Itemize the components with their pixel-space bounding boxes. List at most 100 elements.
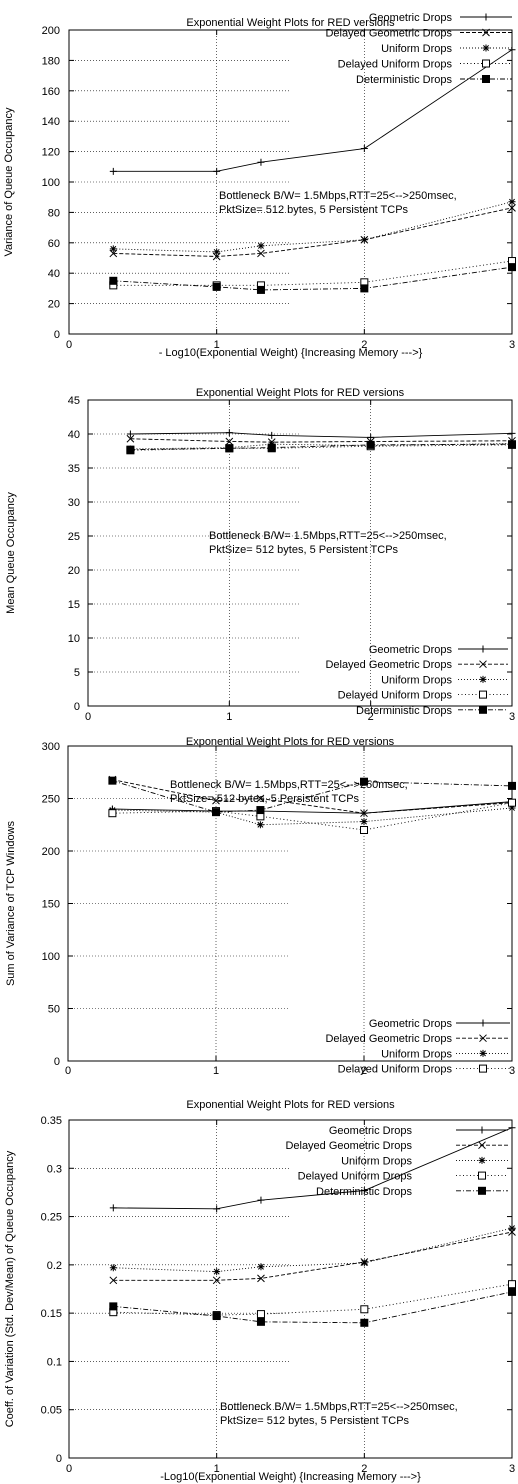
data-point — [109, 1264, 117, 1272]
annotation-line: PktSize= 512 bytes, 5 Persistent TCPs — [220, 1415, 410, 1427]
legend-label: Geometric Drops — [369, 644, 453, 656]
series-line — [113, 1291, 513, 1324]
y-tick-label: 120 — [42, 147, 60, 159]
legend-marker — [479, 690, 487, 699]
legend-marker — [479, 1019, 487, 1027]
series-group — [126, 440, 516, 455]
data-point — [360, 1305, 369, 1314]
y-tick-label: 0.3 — [47, 1163, 62, 1175]
series-group — [126, 440, 516, 454]
legend-marker — [478, 1126, 486, 1134]
annotation-line: PktSize= 512 bytes, 5 Persistent TCPs — [219, 204, 409, 216]
data-point — [212, 808, 220, 817]
y-tick-label: 0.25 — [41, 1212, 62, 1224]
series-line — [113, 1227, 513, 1273]
chart-title: Exponential Weight Plots for RED version… — [186, 17, 395, 29]
legend-marker — [479, 1064, 487, 1073]
y-tick-label: 0 — [54, 329, 60, 341]
data-point — [508, 1287, 516, 1296]
x-tick-label: 1 — [214, 339, 220, 351]
y-tick-label: 140 — [42, 116, 60, 128]
chart-coeff-variation: 0 1 2 3 0 0.05 0.1 0.15 0.2 0.25 0.3 0.35 Exponentia… — [0, 1082, 518, 1484]
series-group — [109, 198, 516, 256]
data-point — [257, 1263, 265, 1271]
chart-svg: 0 1 2 3 0 50 100 150 200 250 300 Exponential Weight… — [5, 736, 516, 1075]
legend-marker — [479, 705, 487, 714]
data-point — [360, 236, 368, 244]
legend-label: Deterministic Drops — [316, 1186, 412, 1198]
y-tick-label: 40 — [48, 268, 60, 280]
chart-svg: 0 1 2 3 0 20 40 60 80 100 120 140 160 180 200 Exponenti… — [3, 12, 516, 359]
data-point — [213, 1268, 221, 1276]
x-tick-label: 1 — [213, 1065, 219, 1075]
y-tick-label: 0 — [54, 1056, 60, 1068]
data-point — [109, 245, 117, 253]
data-point — [256, 806, 265, 815]
series-line — [113, 260, 513, 286]
y-tick-label: 100 — [42, 177, 60, 189]
chart-title: Exponential Weight Plots for RED version… — [186, 736, 395, 748]
x-tick-label: 2 — [361, 1463, 367, 1475]
legend-label: Delayed Geometric Drops — [285, 1140, 412, 1152]
data-point — [508, 1280, 516, 1289]
legend-label: Delayed Geometric Drops — [325, 659, 452, 671]
y-tick-label: 80 — [48, 207, 60, 219]
x-tick-label: 0 — [66, 1463, 72, 1475]
data-point — [360, 826, 368, 834]
chart-title: Exponential Weight Plots for RED version… — [196, 387, 405, 399]
data-point — [267, 443, 276, 452]
x-axis-label: -Log10(Exponential Weight) {Increasing M… — [160, 1471, 421, 1483]
chart-sum-variance-tcp: 0 1 2 3 0 50 100 150 200 250 300 Exponential Weight… — [0, 730, 518, 1075]
y-tick-label: 0.05 — [41, 1405, 62, 1417]
x-tick-label: 1 — [226, 711, 232, 720]
y-axis-label: Coeff. of Variation (Std. Dev/Mean) of Q… — [4, 1150, 16, 1427]
series-line — [113, 266, 513, 291]
data-point — [508, 798, 516, 807]
data-point — [225, 437, 234, 446]
legend-label: Delayed Geometric Drops — [325, 28, 452, 40]
data-point — [508, 203, 516, 212]
series-line — [112, 807, 513, 826]
annotation-line: Bottleneck B/W= 1.5Mbps,RTT=25<-->250mse… — [170, 779, 408, 791]
data-point — [212, 282, 221, 291]
data-point — [213, 1205, 221, 1213]
y-tick-label: 15 — [68, 599, 80, 611]
y-tick-label: 200 — [42, 846, 60, 858]
data-point — [508, 46, 516, 54]
data-point — [256, 794, 265, 803]
y-tick-label: 50 — [48, 1004, 60, 1016]
legend-label: Delayed Uniform Drops — [338, 1064, 453, 1075]
chart-mean-queue: 0 1 2 3 0 5 10 15 20 25 30 35 40 45 Exponential Weight… — [0, 370, 518, 720]
legend-label: Geometric Drops — [369, 1018, 453, 1030]
data-point — [256, 285, 265, 294]
data-point — [360, 284, 369, 293]
series-group — [126, 429, 516, 441]
x-tick-label: 3 — [509, 711, 515, 720]
y-tick-label: 0.1 — [47, 1356, 62, 1368]
x-tick-label: 2 — [361, 339, 367, 351]
x-tick-label: 3 — [509, 1065, 515, 1075]
series-line — [113, 1283, 513, 1316]
data-point — [109, 276, 118, 285]
data-point — [360, 145, 368, 153]
data-point — [268, 431, 276, 439]
legend-label: Delayed Uniform Drops — [338, 690, 453, 702]
x-tick-label: 2 — [368, 711, 374, 720]
plot-frame — [87, 399, 513, 707]
legend-marker — [482, 75, 490, 83]
legend-label: Geometric Drops — [369, 12, 453, 24]
x-tick-label: 0 — [85, 711, 91, 720]
data-point — [108, 776, 117, 785]
data-point — [257, 242, 265, 250]
data-point — [109, 1302, 118, 1311]
data-point — [256, 1317, 265, 1326]
data-point — [360, 777, 368, 786]
series-group — [108, 804, 516, 829]
series-line — [130, 438, 513, 443]
data-point — [367, 433, 375, 441]
legend-label: Delayed Geometric Drops — [325, 1033, 452, 1045]
legend-marker — [478, 1141, 486, 1150]
annotation-line: Bottleneck B/W= 1.5Mbps,RTT=25<-->250mse… — [209, 530, 447, 542]
data-point — [508, 781, 516, 790]
